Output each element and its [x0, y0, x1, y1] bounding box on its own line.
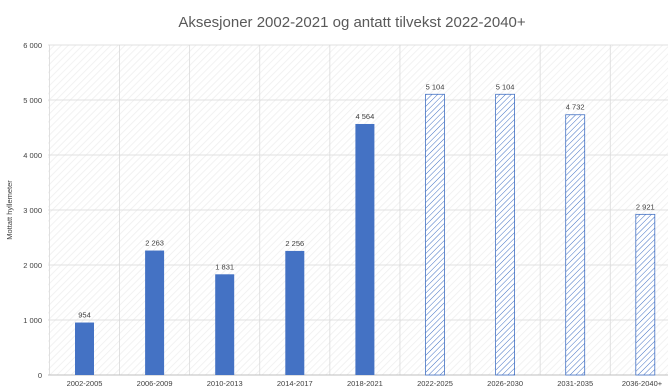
bar-projected — [565, 114, 586, 376]
x-tick-label: 2018-2021 — [347, 379, 383, 387]
bar-projected — [425, 93, 445, 376]
bar-projected — [635, 213, 656, 376]
x-tick-label: 2031-2035 — [557, 379, 593, 387]
y-tick-label: 5 000 — [23, 96, 42, 105]
x-tick-label: 2026-2030 — [487, 379, 523, 387]
data-label: 2 921 — [636, 202, 655, 211]
y-tick-label: 6 000 — [23, 41, 42, 50]
x-tick-label: 2014-2017 — [277, 379, 313, 387]
x-tick-label: 2002-2005 — [67, 379, 103, 387]
bar — [75, 322, 94, 375]
x-tick-label: 2036-2040+ — [622, 379, 663, 387]
bar — [285, 250, 305, 375]
y-tick-label: 4 000 — [23, 151, 42, 160]
y-tick-label: 1 000 — [23, 316, 42, 325]
data-label: 5 104 — [496, 82, 515, 91]
y-axis-label: Mottatt hyllemeter — [5, 180, 14, 240]
bar — [145, 250, 165, 375]
chart-title: Aksesjoner 2002-2021 og antatt tilvekst … — [178, 14, 526, 31]
bars — [75, 93, 656, 376]
x-axis-ticks: 2002-2005 2006-2009 2010-2013 2014-2017 2018… — [67, 379, 663, 387]
x-tick-label: 2010-2013 — [207, 379, 243, 387]
data-labels: 954 2 263 1 831 2 256 4 564 5 104 5 104 4 732 2 … — [78, 82, 654, 319]
data-label: 2 256 — [285, 239, 304, 248]
bar-projected — [495, 93, 516, 376]
x-tick-label: 2022-2025 — [417, 379, 453, 387]
bar — [215, 274, 235, 375]
y-axis-ticks: 0 1 000 2 000 3 000 4 000 5 000 6 000 — [23, 41, 42, 380]
data-label: 5 104 — [426, 82, 445, 91]
y-tick-label: 3 000 — [23, 206, 42, 215]
bar — [355, 123, 375, 375]
y-tick-label: 0 — [38, 371, 42, 380]
y-tick-label: 2 000 — [23, 261, 42, 270]
data-label: 2 263 — [145, 239, 164, 248]
data-label: 4 564 — [356, 112, 375, 121]
data-label: 4 732 — [566, 103, 585, 112]
data-label: 954 — [78, 311, 91, 320]
data-label: 1 831 — [215, 262, 234, 271]
x-tick-label: 2006-2009 — [137, 379, 173, 387]
